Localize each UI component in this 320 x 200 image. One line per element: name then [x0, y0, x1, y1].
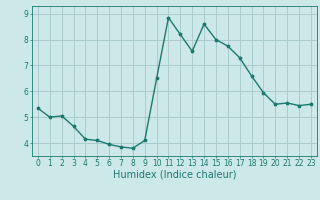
X-axis label: Humidex (Indice chaleur): Humidex (Indice chaleur) [113, 170, 236, 180]
